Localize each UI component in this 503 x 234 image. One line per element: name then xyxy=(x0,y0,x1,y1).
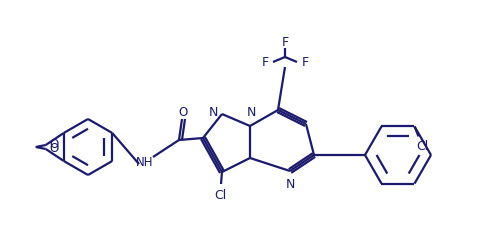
Text: O: O xyxy=(50,143,59,156)
Text: Cl: Cl xyxy=(214,189,226,202)
Text: Cl: Cl xyxy=(416,140,429,154)
Text: F: F xyxy=(282,37,289,50)
Text: NH: NH xyxy=(136,156,154,168)
Text: F: F xyxy=(262,55,269,69)
Text: N: N xyxy=(246,106,256,119)
Text: N: N xyxy=(285,178,295,191)
Text: O: O xyxy=(50,139,59,151)
Text: F: F xyxy=(301,55,308,69)
Text: N: N xyxy=(209,106,218,120)
Text: O: O xyxy=(179,106,188,120)
